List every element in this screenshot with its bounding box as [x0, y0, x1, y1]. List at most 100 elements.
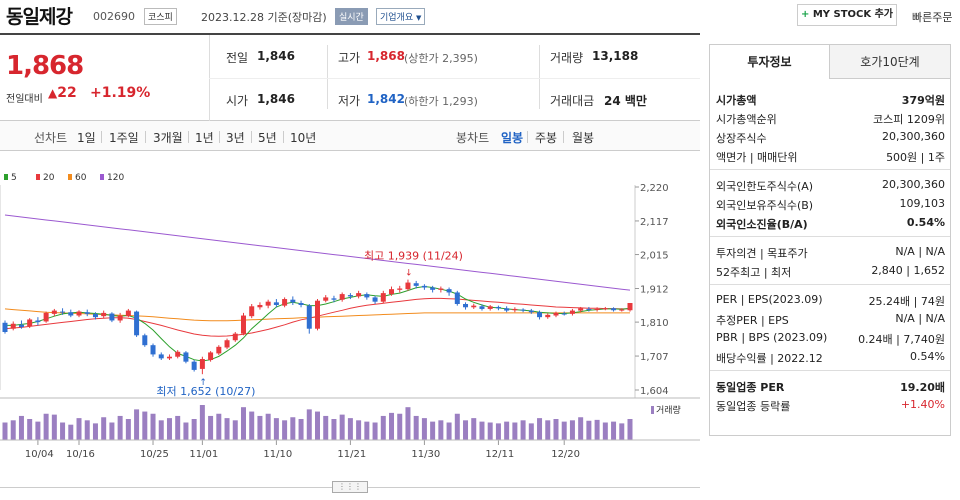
period-3y[interactable]: 3년: [226, 131, 245, 145]
info-row: 동일업종 등락률 +1.40%: [716, 395, 945, 414]
stock-code: 002690: [93, 10, 135, 23]
candle-body: [60, 311, 66, 313]
info-key: 시가총액: [716, 94, 757, 107]
amount-label: 거래대금: [550, 94, 595, 108]
legend-label: 20: [43, 173, 55, 183]
y-tick-label: 1,810: [640, 318, 669, 329]
info-row: 52주최고 | 최저 2,840 | 1,652: [716, 261, 945, 280]
volume-bar: [413, 415, 419, 440]
tab-invest-info[interactable]: 투자정보: [710, 45, 830, 79]
my-stock-add-button[interactable]: + MY STOCK 추가: [797, 4, 897, 26]
volume-bar: [10, 420, 16, 440]
candle-body: [627, 303, 633, 311]
volume-bar: [298, 419, 304, 440]
candle-body: [454, 292, 460, 304]
volume-bar: [520, 420, 526, 440]
info-value: +1.40%: [900, 398, 945, 411]
legend-label: 5: [11, 173, 17, 183]
y-tick-label: 1,912: [640, 285, 669, 296]
info-key: PER | EPS(2023.09): [716, 293, 823, 306]
info-value: 0.54%: [906, 216, 945, 229]
volume-bar: [331, 419, 337, 440]
candle-body: [315, 300, 320, 329]
stock-header: 동일제강 002690 코스피 2023.12.28 기준(장마감) 실시간 기…: [0, 0, 960, 34]
tab-quote-10[interactable]: 호가10단계: [830, 45, 950, 79]
scroll-handle[interactable]: ⋮⋮⋮: [332, 481, 368, 493]
volume-bar: [364, 421, 370, 440]
volume-bar: [372, 422, 378, 440]
candle-body: [306, 305, 312, 329]
candle-body: [323, 297, 329, 301]
info-value: 2,840 | 1,652: [871, 264, 945, 277]
chart-period-bar: 선차트 1일 1주일 3개월 1년 3년 5년 10년 봉차트 일봉 주봉 월봉: [0, 121, 700, 151]
info-value: N/A | N/A: [895, 245, 945, 258]
period-1d[interactable]: 1일: [77, 131, 96, 145]
low-annotation: 최저 1,652 (10/27): [156, 385, 255, 398]
volume-bar: [479, 421, 485, 440]
info-value: 코스피 1209위: [873, 113, 945, 126]
legend-label: 60: [75, 173, 87, 183]
candle-body: [619, 309, 625, 311]
volume-bar: [553, 419, 559, 440]
volume-legend: 거래량: [656, 404, 681, 416]
period-10y[interactable]: 10년: [290, 131, 317, 145]
y-tick-label: 2,220: [640, 183, 669, 194]
info-row: 외국인한도주식수(A) 20,300,360: [716, 175, 945, 194]
candle-weekly[interactable]: 주봉: [535, 131, 558, 145]
amount-value: 24 백만: [604, 94, 647, 108]
info-key: 외국인한도주식수(A): [716, 180, 814, 193]
volume-bar: [2, 422, 8, 440]
candle-body: [208, 352, 214, 361]
company-overview-dropdown[interactable]: 기업개요 ▼: [376, 8, 426, 25]
candle-body: [561, 313, 567, 315]
candle-body: [2, 322, 8, 332]
volume-bar: [421, 418, 427, 440]
down-arrow-icon: ↓: [405, 269, 413, 279]
volume-bar: [602, 422, 608, 440]
period-1y[interactable]: 1년: [195, 131, 214, 145]
volume-bar: [339, 414, 345, 440]
candle-body: [43, 312, 49, 322]
open-value: 1,846: [257, 92, 295, 106]
info-row: 상장주식수 20,300,360: [716, 127, 945, 146]
volume-bar: [208, 415, 214, 440]
period-1w[interactable]: 1주일: [109, 131, 139, 145]
plus-icon: +: [800, 9, 810, 20]
y-tick-label: 1,707: [640, 352, 669, 363]
candle-daily[interactable]: 일봉: [501, 131, 524, 145]
period-sep: [219, 131, 220, 143]
candle-body: [109, 313, 115, 321]
volume-bar: [27, 419, 33, 440]
info-value: 500원 | 1주: [886, 151, 945, 164]
volume-bar: [199, 405, 205, 440]
period-5y[interactable]: 5년: [258, 131, 277, 145]
period-3m[interactable]: 3개월: [153, 131, 183, 145]
x-tick-label: 10/16: [66, 449, 95, 460]
volume-bar: [92, 423, 98, 440]
candle-body: [586, 308, 592, 310]
volume-bar: [347, 418, 353, 440]
x-tick-label: 11/10: [263, 449, 292, 460]
invest-info-rows: 시가총액 379억원 시가총액순위 코스피 1209위 상장주식수 20,300,360 액…: [710, 89, 950, 429]
info-key: 시가총액순위: [716, 113, 777, 126]
volume-bar: [323, 415, 329, 440]
candle-body: [224, 340, 230, 348]
info-row: 외국인소진율(B/A) 0.54%: [716, 213, 945, 232]
volume-bar: [537, 418, 543, 440]
candlesticks: [2, 279, 633, 375]
quick-order-link[interactable]: 빠른주문: [912, 11, 953, 24]
candle-body: [446, 289, 452, 293]
chart-scrollbar[interactable]: ⋮⋮⋮: [0, 475, 700, 500]
realtime-button[interactable]: 실시간: [335, 8, 368, 25]
volume-bar: [438, 420, 444, 440]
candle-chart-label: 봉차트: [456, 131, 490, 145]
y-tick-label: 2,117: [640, 217, 669, 228]
volume-bar: [216, 413, 222, 440]
candle-body: [166, 356, 172, 359]
candle-body: [249, 306, 255, 317]
chevron-down-icon: ▼: [416, 14, 422, 22]
volume-label: 거래량: [550, 51, 584, 65]
info-row: 추정PER | EPS N/A | N/A: [716, 309, 945, 328]
volume-bar: [142, 411, 148, 440]
candle-monthly[interactable]: 월봉: [572, 131, 595, 145]
